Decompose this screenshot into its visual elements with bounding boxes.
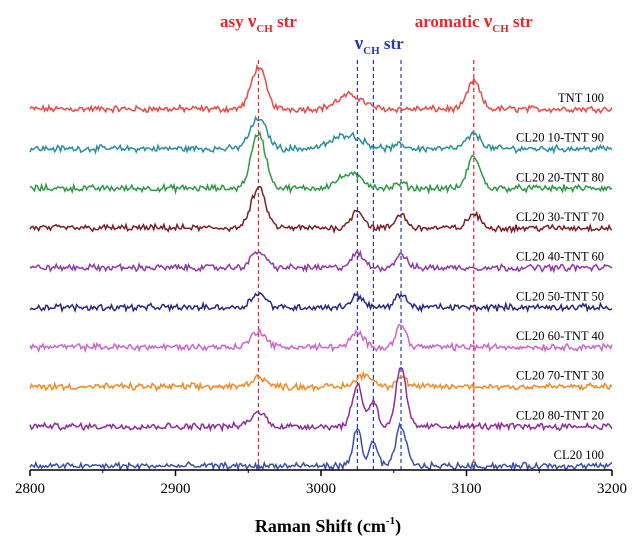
annotation-prefix: aromatic [415,12,484,31]
annotation-suffix: str [380,34,405,53]
annotation-nu: ν [483,11,493,32]
series-line-0 [29,63,613,115]
x-tick-label-4: 3200 [597,481,627,497]
series-line-6 [29,323,613,354]
series-line-5 [29,291,613,314]
annotation-suffix: str [273,12,298,31]
annotation-suffix: str [509,12,534,31]
series-line-8 [29,366,613,433]
annotation-nu: ν [354,33,364,54]
x-tick-label-1: 2900 [161,481,191,497]
x-axis-title: Raman Shift (cm-1) [255,515,401,537]
series-line-9 [29,421,613,472]
series-line-3 [29,185,613,235]
annotation-prefix: asy [220,12,248,31]
series-label-5: CL20 50-TNT 50 [516,289,604,303]
series-layer [29,63,613,472]
annotation-sub: CH [363,45,380,57]
annotation-sub: CH [492,23,509,35]
series-label-0: TNT 100 [558,91,604,105]
x-tick-label-0: 2800 [15,481,45,497]
x-axis-title-text: Raman Shift (cm [255,516,386,537]
annotation-mid: νCH str [354,33,405,57]
x-axis-title-close: ) [395,516,401,537]
series-label-8: CL20 80-TNT 20 [516,408,604,422]
series-labels: TNT 100 CL20 10-TNT 90 CL20 20-TNT 80 CL20 … [516,91,604,462]
series-label-3: CL20 30-TNT 70 [516,210,604,224]
x-tick-label-2: 3000 [306,481,336,497]
series-label-9: CL20 100 [554,448,604,462]
reference-lines [257,60,475,470]
x-axis-title-sup: -1 [386,515,395,527]
x-axis: 2800 2900 3000 3100 3200 [15,469,627,497]
series-line-4 [29,248,613,274]
series-label-4: CL20 40-TNT 60 [516,250,604,264]
annotation-aro: aromatic νCH str [415,11,534,35]
series-line-7 [29,370,613,393]
series-label-6: CL20 60-TNT 40 [516,329,604,343]
series-label-7: CL20 70-TNT 30 [516,369,604,383]
series-label-2: CL20 20-TNT 80 [516,170,604,184]
series-line-1 [29,115,613,155]
series-line-2 [29,130,613,195]
annotation-sub: CH [256,23,273,35]
annotation-asy: asy νCH str [220,11,297,35]
annotation-nu: ν [247,11,257,32]
x-tick-label-3: 3100 [452,481,482,497]
series-label-1: CL20 10-TNT 90 [516,131,604,145]
